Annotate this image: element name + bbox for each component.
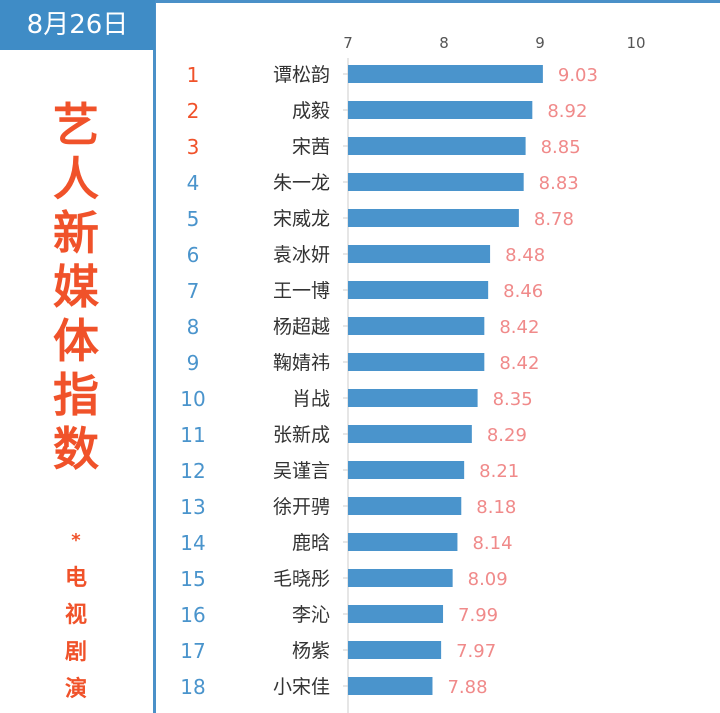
subtitle-char: 视 xyxy=(64,603,87,628)
title-char: 数 xyxy=(53,422,99,476)
category-label: 朱一龙 xyxy=(273,172,330,194)
value-label: 8.09 xyxy=(468,569,508,590)
category-label: 宋茜 xyxy=(292,136,330,158)
title-char: 指 xyxy=(53,368,99,422)
title-asterisk: * xyxy=(71,530,81,551)
bar xyxy=(348,641,442,659)
rank-label: 4 xyxy=(187,171,200,195)
category-label: 小宋佳 xyxy=(273,676,330,698)
rank-label: 3 xyxy=(187,135,200,159)
value-label: 8.78 xyxy=(534,209,574,230)
x-tick-label: 8 xyxy=(439,34,449,52)
bar xyxy=(348,65,543,83)
bar xyxy=(348,497,462,515)
category-label: 宋威龙 xyxy=(273,208,330,230)
date-badge: 8月26日 xyxy=(0,0,155,50)
value-label: 9.03 xyxy=(558,65,598,86)
top-border xyxy=(155,0,720,3)
rank-label: 18 xyxy=(180,675,205,699)
category-label: 王一博 xyxy=(273,280,330,302)
rank-label: 7 xyxy=(187,279,200,303)
rank-label: 1 xyxy=(187,63,200,87)
bar xyxy=(348,137,526,155)
rank-label: 10 xyxy=(180,387,205,411)
bar xyxy=(348,245,491,263)
x-tick-label: 9 xyxy=(535,34,545,52)
value-label: 8.35 xyxy=(493,389,533,410)
bar xyxy=(348,173,524,191)
value-label: 8.18 xyxy=(476,497,516,518)
subtitle-char: 电 xyxy=(64,566,87,591)
category-label: 张新成 xyxy=(273,424,330,446)
bar xyxy=(348,389,478,407)
x-tick-label: 7 xyxy=(343,34,353,52)
bar xyxy=(348,461,465,479)
bar xyxy=(348,677,433,695)
category-label: 毛晓彤 xyxy=(273,568,330,590)
rank-label: 8 xyxy=(187,315,200,339)
bar xyxy=(348,317,485,335)
rank-label: 14 xyxy=(180,531,205,555)
value-label: 8.29 xyxy=(487,425,527,446)
value-label: 8.21 xyxy=(479,461,519,482)
value-label: 8.42 xyxy=(499,317,539,338)
bar xyxy=(348,425,472,443)
title-char: 媒 xyxy=(53,260,99,314)
bar xyxy=(348,533,458,551)
value-label: 8.46 xyxy=(503,281,543,302)
value-label: 8.48 xyxy=(505,245,545,266)
value-label: 8.14 xyxy=(472,533,512,554)
value-label: 7.88 xyxy=(447,677,487,698)
category-label: 成毅 xyxy=(292,100,330,122)
title-char: 新 xyxy=(53,206,99,260)
value-label: 8.83 xyxy=(539,173,579,194)
category-label: 鹿晗 xyxy=(292,532,330,554)
category-label: 肖战 xyxy=(292,388,330,410)
category-label: 袁冰妍 xyxy=(273,244,330,266)
category-label: 谭松韵 xyxy=(273,64,330,86)
value-label: 7.97 xyxy=(456,641,496,662)
title-char: 艺 xyxy=(53,98,99,152)
rank-label: 2 xyxy=(187,99,200,123)
category-label: 李沁 xyxy=(292,604,330,626)
bar xyxy=(348,281,489,299)
rank-label: 11 xyxy=(180,423,205,447)
rank-label: 16 xyxy=(180,603,205,627)
category-label: 吴谨言 xyxy=(273,460,330,482)
rank-label: 9 xyxy=(187,351,200,375)
title-char: 人 xyxy=(53,152,99,206)
value-label: 8.42 xyxy=(499,353,539,374)
rank-label: 17 xyxy=(180,639,205,663)
subtitle-char: 演 xyxy=(64,677,87,702)
x-tick-label: 10 xyxy=(626,34,645,52)
category-label: 徐开骋 xyxy=(273,496,330,518)
bar xyxy=(348,101,533,119)
bar xyxy=(348,605,444,623)
vertical-subtitle: 电视剧演 xyxy=(40,560,112,708)
subtitle-char: 剧 xyxy=(64,640,87,665)
bar xyxy=(348,569,453,587)
rank-label: 5 xyxy=(187,207,200,231)
rank-label: 13 xyxy=(180,495,205,519)
value-label: 8.92 xyxy=(547,101,587,122)
value-label: 8.85 xyxy=(541,137,581,158)
bar xyxy=(348,209,519,227)
rank-label: 6 xyxy=(187,243,200,267)
bar xyxy=(348,353,485,371)
panel-divider xyxy=(153,0,156,713)
rank-label: 15 xyxy=(180,567,205,591)
category-label: 鞠婧祎 xyxy=(273,352,330,374)
category-label: 杨紫 xyxy=(292,640,330,662)
title-char: 体 xyxy=(53,314,99,368)
category-label: 杨超越 xyxy=(273,316,330,338)
rank-label: 12 xyxy=(180,459,205,483)
vertical-title: 艺人新媒体指数 xyxy=(40,98,112,476)
value-label: 7.99 xyxy=(458,605,498,626)
